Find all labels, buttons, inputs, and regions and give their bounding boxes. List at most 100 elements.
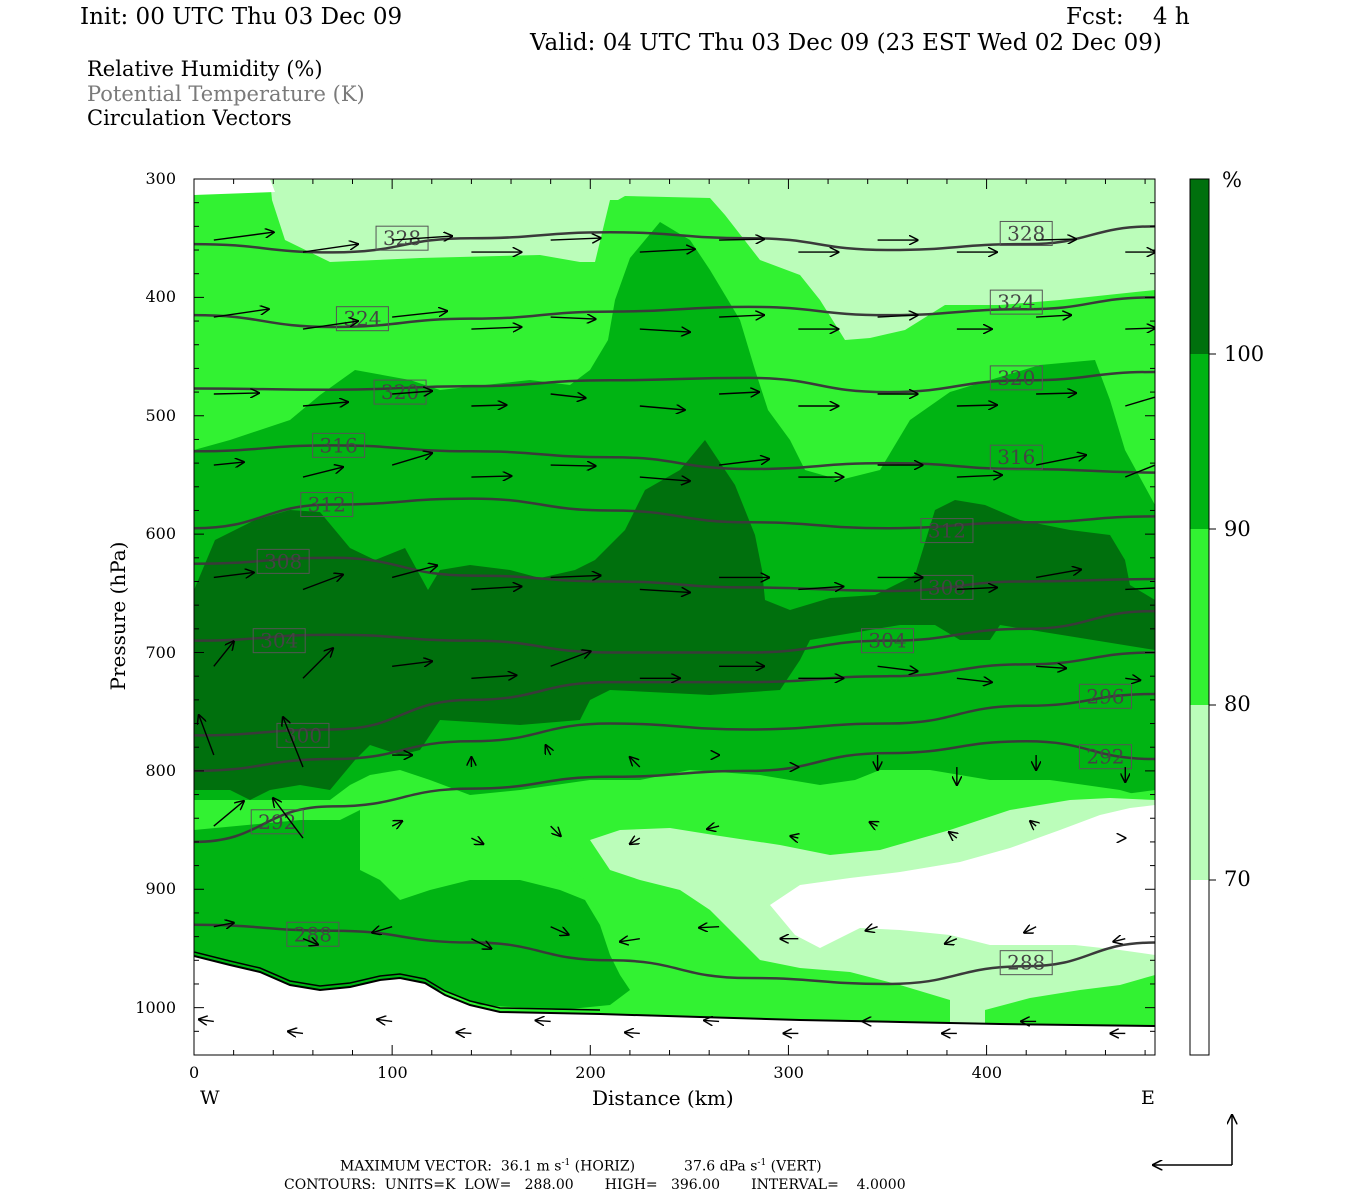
circulation-vector: [620, 939, 640, 942]
max-vector-horiz: 36.1 m s: [500, 1158, 562, 1175]
reference-vector-key: [1153, 1115, 1232, 1165]
circulation-vector: [945, 939, 958, 944]
circulation-vector: [639, 249, 695, 252]
theta-label-box: [276, 722, 330, 748]
circulation-vector: [550, 465, 596, 466]
circulation-vector: [273, 798, 304, 839]
circulation-vector: [956, 678, 992, 682]
circulation-vector: [1113, 939, 1126, 942]
theta-label-box: [999, 950, 1053, 976]
theta-label-box: [861, 628, 915, 654]
circulation-vector: [392, 311, 447, 318]
theta-contour-288: [194, 923, 1155, 986]
y-tick-label: 900: [145, 879, 176, 899]
theta-label-box: [989, 444, 1043, 470]
theta-label-288: 288: [1007, 951, 1045, 975]
circulation-vector: [471, 675, 516, 678]
circulation-vector: [199, 715, 215, 756]
terrain-mask: [194, 956, 1155, 1055]
theta-label-box: [335, 306, 389, 332]
circulation-vector: [213, 923, 234, 927]
circulation-vector: [471, 476, 511, 477]
theta-label-box: [999, 220, 1053, 246]
circulation-vector: [1024, 927, 1037, 933]
theta-label-box: [989, 365, 1043, 391]
circulation-vector: [639, 406, 685, 410]
axis-ticks: [193, 178, 1155, 1056]
colorbar-swatch-90: [1190, 354, 1209, 529]
theta-label-box: [1078, 683, 1132, 709]
circulation-vector: [377, 1019, 393, 1021]
circulation-vector: [866, 927, 878, 931]
circulation-vector: [639, 477, 690, 481]
theta-contour-312: [194, 497, 1155, 530]
circulation-vector: [1030, 821, 1036, 826]
circulation-vector: [550, 651, 591, 667]
colorbar-unit: %: [1222, 168, 1242, 192]
y-tick-label: 300: [145, 169, 176, 188]
x-tick-label: 300: [773, 1063, 804, 1082]
circulation-vector: [471, 838, 483, 844]
theta-label-324: 324: [343, 307, 381, 331]
circulation-vector: [550, 926, 569, 935]
circulation-vector: [630, 838, 641, 844]
contour-info: CONTOURS: UNITS=K LOW= 288.00 HIGH= 396.…: [284, 1177, 906, 1193]
theta-label-312: 312: [308, 493, 346, 517]
circulation-vector: [1036, 393, 1076, 394]
plot-frame: [193, 178, 1156, 1056]
theta-label-box: [312, 432, 366, 458]
max-vector-line: MAXIMUM VECTOR: 36.1 m s-1 (HORIZ) 37.6 …: [340, 1158, 822, 1175]
theta-contour-328: [194, 225, 1155, 254]
circulation-vector: [550, 825, 561, 836]
theta-label-316: 316: [320, 433, 358, 457]
circulation-vector: [1036, 315, 1071, 317]
x-axis-title: Distance (km): [592, 1086, 734, 1110]
x-tick-label: 100: [377, 1063, 408, 1082]
circulation-vector: [956, 475, 1002, 477]
theta-label-296: 296: [1086, 684, 1124, 708]
vert-tag: (VERT): [770, 1158, 822, 1175]
colorbar-label-90: 90: [1224, 517, 1251, 541]
circulation-vector: [1035, 569, 1081, 579]
circulation-vector: [213, 232, 274, 241]
circulation-vector: [639, 589, 690, 592]
circulation-vector: [213, 462, 244, 465]
circulation-vector: [392, 661, 432, 666]
circulation-vector: [536, 1020, 551, 1021]
circulation-vector: [213, 572, 254, 577]
theta-label-box: [1078, 744, 1132, 770]
theta-label-box: [920, 518, 974, 544]
circulation-vector: [1125, 396, 1155, 407]
horiz-tag: (HORIZ): [574, 1158, 636, 1175]
circulation-vector: [870, 822, 878, 826]
circulation-vector: [1036, 239, 1076, 240]
max-vector-vert: 37.6 dPa s: [684, 1158, 758, 1175]
circulation-vector: [1035, 455, 1086, 466]
circulation-vector: [1125, 678, 1140, 680]
circulation-vector: [550, 238, 601, 240]
circulation-vector: [213, 309, 269, 318]
horiz-unit-sup: -1: [561, 1158, 571, 1168]
theta-label-320: 320: [997, 366, 1035, 390]
theta-label-312: 312: [928, 519, 966, 543]
theta-label-328: 328: [1007, 221, 1045, 245]
colorbar-label-100: 100: [1224, 342, 1265, 366]
circulation-vector: [283, 717, 304, 768]
theta-contour-308: [194, 556, 1155, 593]
circulation-vector: [302, 402, 348, 406]
colorbar-swatch-70: [1190, 705, 1209, 880]
circulation-vector: [471, 327, 521, 329]
circulation-vector: [302, 321, 358, 330]
circulation-vector: [392, 236, 452, 240]
legend-theta: Potential Temperature (K): [87, 82, 365, 106]
y-tick-label: 500: [145, 405, 176, 425]
circulation-vector: [1125, 328, 1155, 329]
colorbar-swatch-100: [1190, 179, 1209, 354]
theta-label-box: [989, 289, 1043, 315]
circulation-vector: [213, 641, 234, 667]
circulation-vector: [391, 821, 402, 826]
x-tick-label: 400: [971, 1063, 1003, 1082]
